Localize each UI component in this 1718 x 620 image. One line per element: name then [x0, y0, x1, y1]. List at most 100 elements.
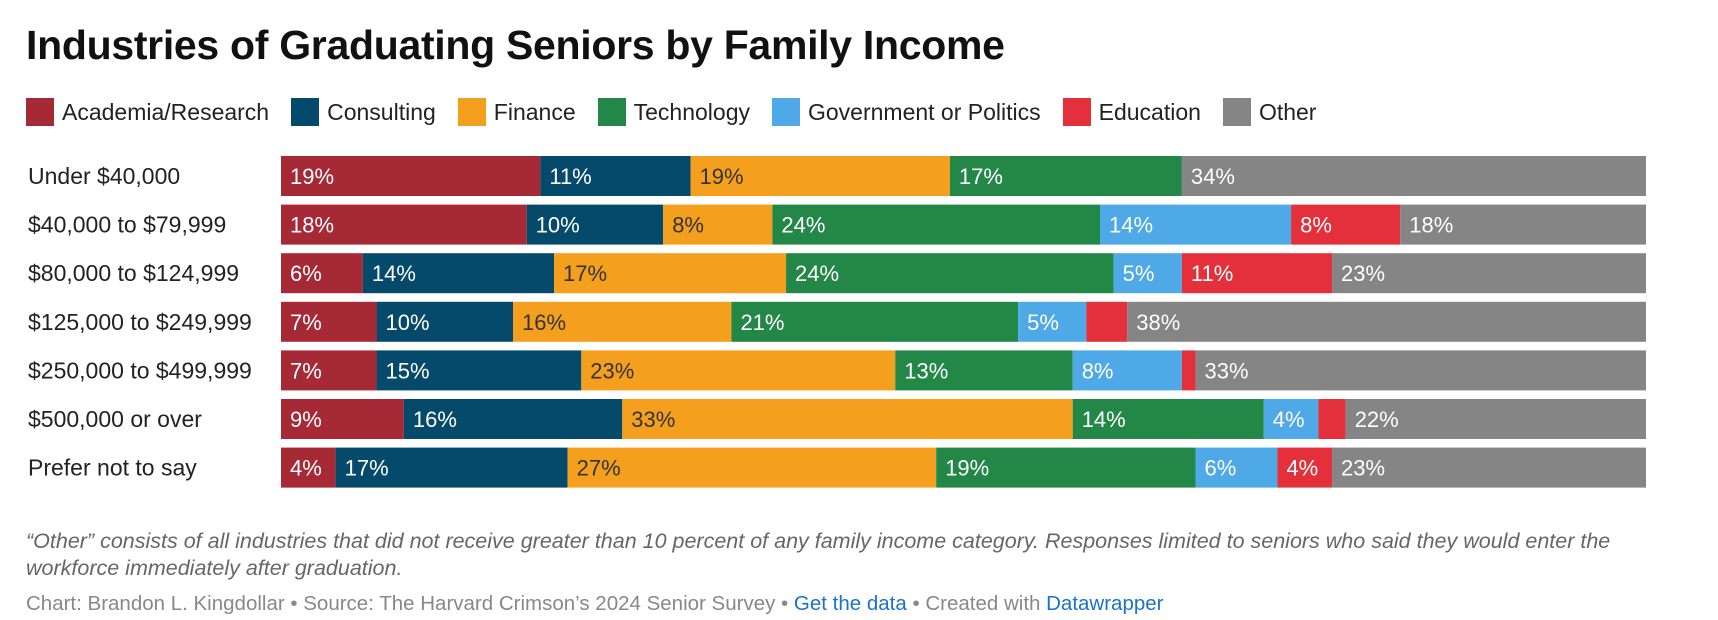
bar-segment — [1345, 399, 1646, 439]
legend-item: Other — [1222, 98, 1317, 126]
bar-segment — [1181, 350, 1196, 391]
bar-segment — [1332, 447, 1646, 488]
bar-segment — [1318, 399, 1346, 439]
legend-label: Consulting — [327, 98, 436, 125]
bar-segment — [936, 447, 1196, 488]
legend-label: Other — [1258, 98, 1317, 125]
legend-item: Education — [1062, 98, 1201, 126]
bar-segment — [1086, 301, 1128, 342]
stacked-bar-chart: Under $40,000 19% 11% 19% 17% 34% $40,000 to $… — [28, 156, 1646, 488]
data-label: 14% — [1082, 407, 1126, 432]
data-label: 6% — [290, 261, 322, 286]
bar-segment — [362, 253, 554, 294]
legend-swatch — [457, 98, 486, 126]
datawrapper-link[interactable]: Datawrapper — [1046, 592, 1164, 615]
data-label: 5% — [1123, 261, 1155, 286]
category-label: $500,000 or over — [28, 406, 202, 432]
data-label: 8% — [1300, 213, 1332, 238]
bar-segment — [1072, 350, 1182, 391]
bar-segment — [281, 447, 336, 488]
data-label: 24% — [781, 213, 825, 238]
data-label: 4% — [290, 456, 322, 481]
legend-label: Technology — [633, 98, 750, 125]
legend-label: Education — [1098, 98, 1201, 125]
category-label: Under $40,000 — [28, 163, 180, 189]
legend-item: Government or Politics — [771, 98, 1041, 126]
credits-created-with: • Created with — [906, 592, 1047, 615]
data-label: 11% — [1191, 261, 1233, 286]
bar-segment — [622, 399, 1073, 439]
bar-segment — [281, 350, 377, 391]
bar-segment — [281, 156, 541, 196]
bar-segment — [581, 350, 896, 391]
bar-segment — [663, 204, 773, 245]
data-label: 10% — [536, 213, 580, 238]
data-label: 4% — [1286, 456, 1318, 481]
data-label: 14% — [372, 261, 416, 286]
legend-swatch — [26, 98, 54, 126]
data-label: 27% — [577, 456, 621, 481]
legend-swatch — [771, 98, 800, 126]
data-label: 33% — [631, 407, 675, 432]
bar-segment — [1181, 253, 1333, 294]
bar-segment — [403, 399, 623, 439]
legend-swatch — [597, 98, 626, 126]
data-label: 8% — [672, 213, 704, 238]
category-label: $250,000 to $499,999 — [28, 357, 252, 383]
data-label: 15% — [386, 358, 430, 383]
data-label: 16% — [413, 407, 457, 432]
bar-segment — [540, 156, 691, 196]
data-label: 22% — [1355, 407, 1399, 432]
bar-segment — [567, 447, 937, 488]
bar-segment — [1127, 301, 1646, 342]
legend-label: Finance — [493, 98, 576, 125]
legend-item: Technology — [597, 98, 750, 126]
bar-segment — [281, 301, 377, 342]
bar-segment — [1181, 156, 1646, 196]
data-label: 38% — [1136, 310, 1180, 335]
legend-swatch — [1062, 98, 1091, 126]
data-label: 6% — [1205, 456, 1237, 481]
data-label: 7% — [290, 310, 322, 335]
data-label: 19% — [290, 164, 334, 189]
bar-segment — [1291, 204, 1401, 245]
bar-segment — [335, 447, 568, 488]
data-label: 9% — [290, 407, 322, 432]
bar-segment — [772, 204, 1100, 245]
get-the-data-link[interactable]: Get the data — [793, 592, 907, 615]
data-label: 7% — [290, 358, 322, 383]
legend-label: Government or Politics — [807, 98, 1041, 125]
legend-swatch — [291, 98, 320, 126]
data-label: 24% — [795, 261, 839, 286]
legend-item: Consulting — [291, 98, 436, 126]
data-label: 18% — [1409, 213, 1453, 238]
data-label: 13% — [904, 358, 948, 383]
bar-segment — [1332, 253, 1646, 294]
data-label: 23% — [590, 358, 634, 383]
data-label: 23% — [1341, 456, 1385, 481]
credits-source: Chart: Brandon L. Kingdollar • Source: T… — [26, 592, 794, 615]
data-label: 17% — [345, 456, 389, 481]
bar-segment — [1400, 204, 1646, 245]
bar-segment — [1277, 447, 1333, 488]
bar-segment — [1195, 447, 1278, 488]
data-label: 18% — [290, 213, 334, 238]
bar-segment — [526, 204, 664, 245]
category-label: Prefer not to say — [28, 455, 197, 481]
bar-segment — [281, 399, 404, 439]
data-label: 19% — [945, 456, 989, 481]
legend-item: Finance — [457, 98, 576, 126]
category-label: $80,000 to $124,999 — [28, 260, 239, 286]
data-label: 23% — [1341, 261, 1385, 286]
bar-segment — [1195, 350, 1646, 391]
data-label: 8% — [1082, 358, 1114, 383]
legend-label: Academia/Research — [62, 98, 270, 125]
data-label: 11% — [549, 164, 591, 189]
bar-segment — [376, 301, 514, 342]
chart-title: Industries of Graduating Seniors by Fami… — [26, 22, 1005, 68]
data-label: 33% — [1205, 358, 1249, 383]
bar-segment — [895, 350, 1073, 391]
data-label: 14% — [1109, 213, 1153, 238]
data-label: 21% — [740, 310, 784, 335]
data-label: 19% — [700, 164, 744, 189]
